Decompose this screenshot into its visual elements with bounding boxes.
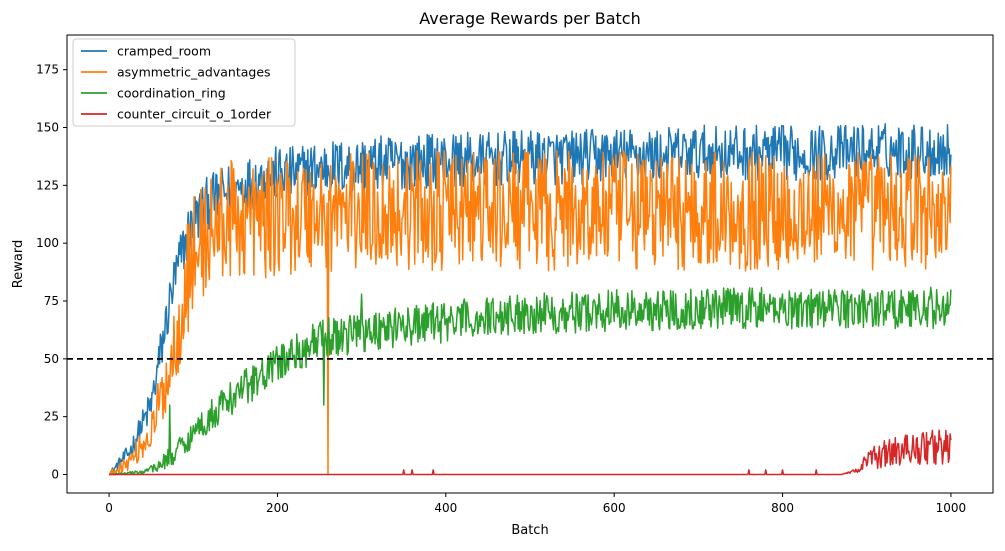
x-tick-label: 200 xyxy=(266,501,289,515)
x-tick-label: 800 xyxy=(771,501,794,515)
legend: cramped_room asymmetric_advantagescoordin… xyxy=(72,38,296,127)
legend-label: asymmetric_advantages xyxy=(117,65,271,80)
x-tick-label: 0 xyxy=(105,501,113,515)
series-line-asymmetric_advantages xyxy=(109,149,952,476)
legend-label: cramped_room xyxy=(117,44,211,59)
y-tick-label: 50 xyxy=(44,352,59,366)
y-tick-label: 100 xyxy=(36,236,59,250)
x-tick-label: 1000 xyxy=(936,501,967,515)
y-axis-label: Reward xyxy=(11,240,26,288)
y-tick-label: 25 xyxy=(44,410,59,424)
y-tick-label: 150 xyxy=(36,121,59,135)
x-axis-label: Batch xyxy=(511,523,548,538)
plot-frame xyxy=(66,34,994,494)
chart-title: Average Rewards per Batch xyxy=(419,9,640,28)
legend-label: coordination_ring xyxy=(117,86,226,101)
axis-ticks: 0 200 400 600 800 1000 0 25 50 75 100 125 150 175 xyxy=(36,63,966,515)
series-line-cramped_room xyxy=(109,123,952,476)
legend-box xyxy=(72,38,296,127)
x-tick-label: 600 xyxy=(603,501,626,515)
series-line-counter_circuit_o_1order xyxy=(109,429,952,476)
legend-label: counter_circuit_o_1order xyxy=(117,107,272,122)
x-tick-label: 400 xyxy=(434,501,457,515)
y-tick-label: 125 xyxy=(36,178,59,192)
y-tick-label: 75 xyxy=(44,294,59,308)
series-line-coordination_ring xyxy=(109,286,952,476)
y-tick-label: 0 xyxy=(51,467,59,481)
y-tick-label: 175 xyxy=(36,63,59,77)
